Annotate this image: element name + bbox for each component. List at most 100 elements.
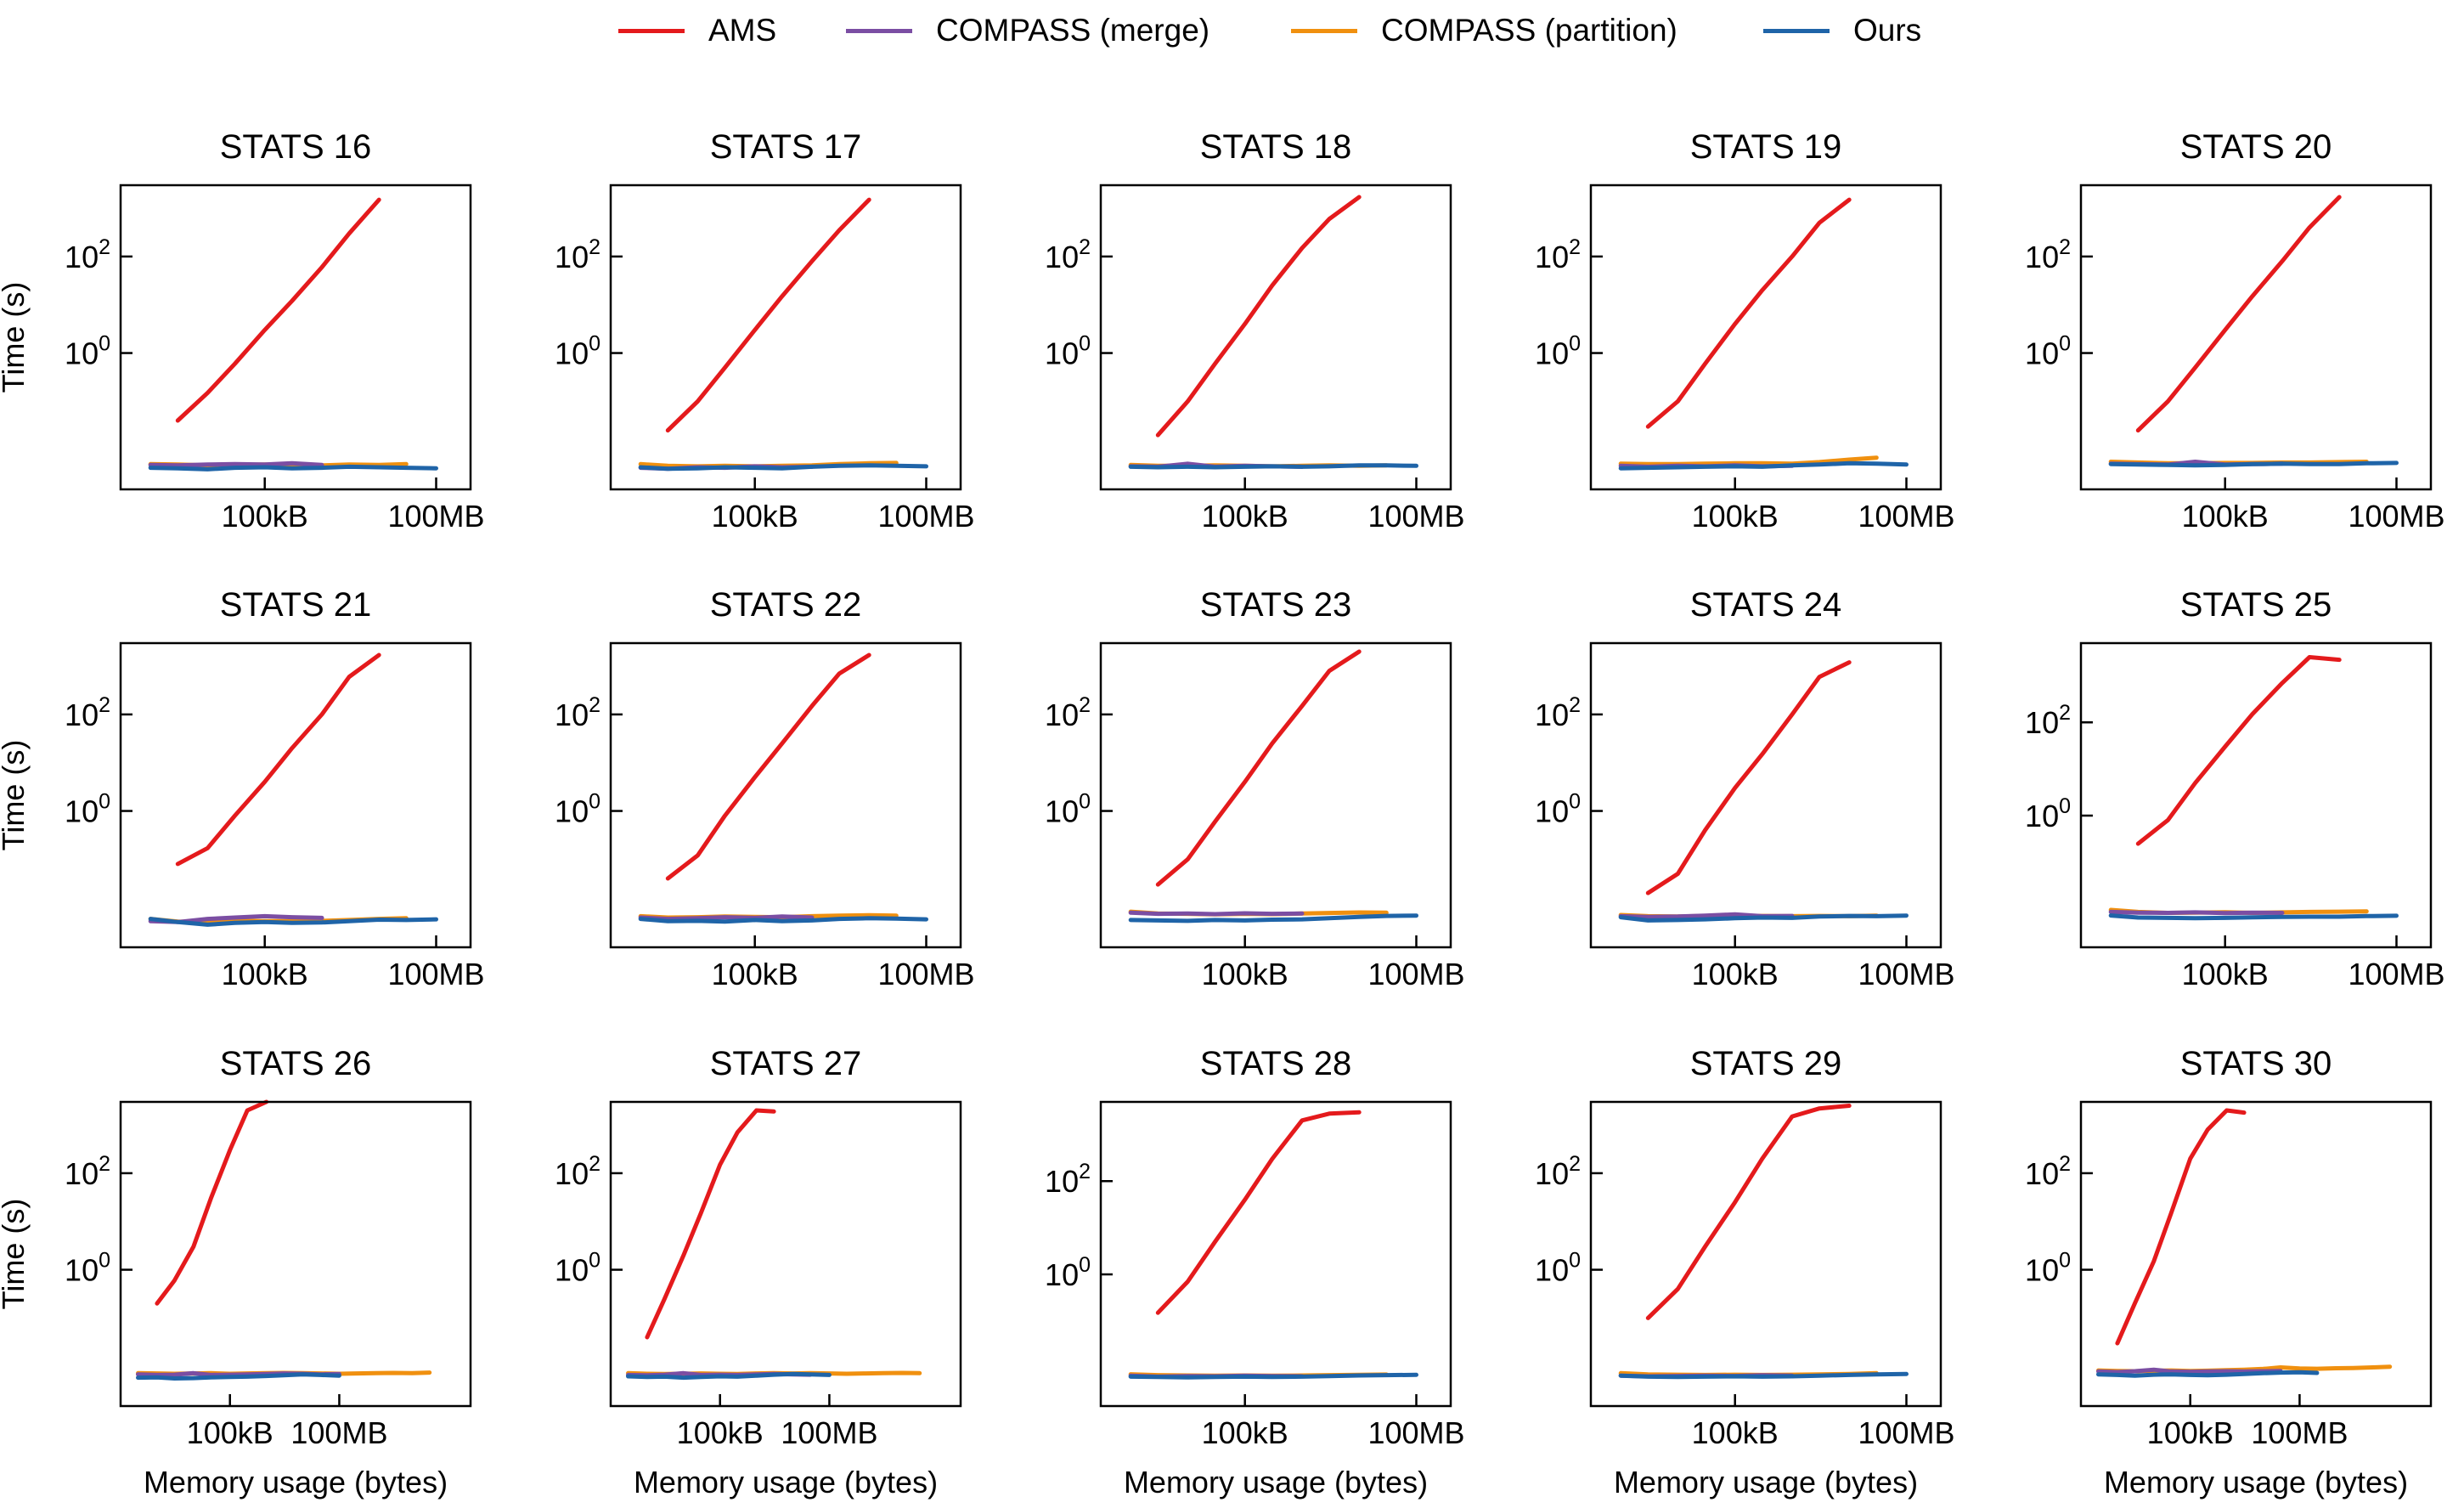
y-tick-base: 10 [1045,1164,1079,1199]
x-tick-label: 100kB [1692,957,1779,991]
x-tick-label: 100MB [1858,499,1954,534]
y-tick-label: 102 [555,235,600,274]
panel-title: STATS 28 [1200,1045,1352,1082]
y-tick-exponent: 0 [99,790,110,814]
y-tick-exponent: 0 [1569,332,1581,356]
series-line [1618,1371,1909,1380]
y-tick-base: 10 [1045,1257,1079,1292]
x-tick-label: 100kB [1202,499,1288,534]
x-axis-label: Memory usage (bytes) [634,1465,938,1500]
series-line [638,916,928,924]
plot-frame [119,184,472,491]
panel-title: STATS 27 [710,1045,862,1082]
legend-swatch [1763,28,1830,33]
series-line [2135,195,2342,433]
y-tick-base: 10 [2025,336,2059,371]
y-tick-label: 102 [1045,235,1091,274]
x-tick-label: 100kB [1692,1415,1779,1450]
y-tick-exponent: 2 [1569,693,1581,717]
y-tick-base: 10 [2025,1156,2059,1191]
panel-title: STATS 29 [1690,1045,1842,1082]
y-tick-label: 100 [1045,790,1091,829]
y-tick-exponent: 0 [589,1249,600,1273]
plot-frame [2079,1100,2433,1408]
x-tick-label: 100MB [290,1415,387,1450]
y-tick-label: 102 [1045,693,1091,732]
legend-label: Ours [1853,13,1922,48]
y-tick-exponent: 2 [99,1152,110,1176]
y-tick-base: 10 [1535,794,1569,829]
x-tick-label: 100MB [387,957,484,991]
x-axis-label: Memory usage (bytes) [144,1465,448,1500]
y-tick-label: 100 [555,790,600,829]
y-tick-label: 102 [555,693,600,732]
y-tick-label: 100 [1045,1253,1091,1292]
series-line [2108,460,2399,468]
legend: AMS COMPASS (merge) COMPASS (partition) Our… [0,0,2464,68]
y-tick-base: 10 [555,1156,589,1191]
y-tick-exponent: 2 [99,235,110,259]
y-tick-exponent: 2 [1569,1152,1581,1176]
y-tick-label: 100 [2025,332,2071,371]
legend-item: AMS [618,12,776,49]
series-line [638,914,815,922]
series-line [1645,1104,1852,1320]
legend-item: COMPASS (merge) [846,12,1209,49]
y-tick-exponent: 0 [1569,1249,1581,1273]
plot-frame [1589,641,1942,949]
series-line [148,460,324,468]
y-tick-base: 10 [2025,799,2059,833]
y-axis-label: Time (s) [0,740,31,851]
y-tick-exponent: 0 [1569,790,1581,814]
y-tick-label: 102 [1535,1152,1581,1191]
y-tick-base: 10 [2025,705,2059,740]
y-tick-base: 10 [2025,240,2059,274]
y-tick-base: 10 [65,1253,99,1288]
plot-frame [1589,184,1942,491]
x-tick-label: 100MB [2348,499,2444,534]
legend-swatch [1291,28,1357,33]
plot-frame [609,1100,962,1408]
y-tick-exponent: 2 [1079,1160,1091,1183]
series-line [1155,649,1362,887]
x-tick-label: 100MB [877,957,974,991]
y-tick-base: 10 [555,698,589,732]
panel-title: STATS 30 [2180,1045,2332,1082]
y-tick-base: 10 [1045,336,1079,371]
series-line [2096,1370,2320,1378]
legend-item: Ours [1763,12,1921,49]
x-tick-label: 100kB [1202,1415,1288,1450]
y-tick-exponent: 0 [2059,1249,2071,1273]
panel-title: STATS 23 [1200,586,1352,624]
plot-frame [2079,641,2433,949]
y-tick-exponent: 0 [99,1249,110,1273]
x-tick-label: 100kB [677,1415,764,1450]
panel-title: STATS 18 [1200,128,1352,166]
y-tick-exponent: 0 [589,790,600,814]
x-tick-label: 100kB [2182,499,2269,534]
plot-frame [2079,184,2433,491]
x-tick-label: 100kB [1202,957,1288,991]
y-tick-label: 102 [1535,693,1581,732]
y-tick-label: 100 [1045,332,1091,371]
y-tick-exponent: 2 [1079,235,1091,259]
x-tick-label: 100MB [2348,957,2444,991]
series-line [1645,197,1852,429]
x-axis-label: Memory usage (bytes) [1124,1465,1428,1500]
y-tick-exponent: 2 [589,693,600,717]
series-line [2135,655,2342,846]
y-tick-base: 10 [65,698,99,732]
legend-item: COMPASS (partition) [1291,12,1677,49]
x-tick-label: 100MB [387,499,484,534]
series-line [175,652,381,867]
y-tick-exponent: 0 [1079,790,1091,814]
series-line [148,464,438,472]
y-tick-label: 100 [65,790,110,829]
